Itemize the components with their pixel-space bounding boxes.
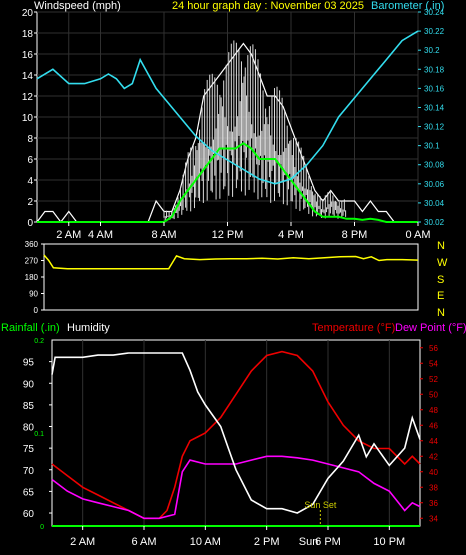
- humidity-y-tick-label: 65: [23, 487, 35, 498]
- temp-x-tick-label: 10 PM: [373, 536, 405, 548]
- wind-y-tick-label: 4: [27, 176, 33, 187]
- direction-series-layer: [43, 254, 419, 270]
- windspeed-axis-title: Windspeed (mph): [34, 0, 121, 12]
- temperature-humidity-panel: 60 65 70 75 80 85 90 95 0 0.1 0.2 34 36 38 40 42 44 46 48 5…: [1, 322, 466, 548]
- temperature-axis-title: Temperature (°F): [312, 322, 395, 334]
- temperature-y-tick-label: 36: [429, 499, 438, 508]
- wind-barometer-panel: 0 2 4 6 8 10 12 14 16 18 20 2 AM 4 AM 8 AM 12 PM 4 PM 8 …: [22, 0, 445, 241]
- temp-x-tick-label: 2 PM: [254, 536, 280, 548]
- wind-x-tick-label: 4 PM: [278, 229, 304, 241]
- direction-y-tick-label: 90: [29, 290, 38, 299]
- wind-y-tick-label: 2: [27, 197, 33, 208]
- temp-plot-frame: [51, 339, 421, 527]
- barometer-y-tick-label: 30.06: [424, 180, 445, 189]
- barometer-y-tick-label: 30.02: [424, 218, 445, 227]
- graph-title: 24 hour graph day : November 03 2025: [172, 0, 364, 12]
- wind-y-tick-label: 20: [22, 8, 34, 19]
- rainfall-y-tick-label: 0: [40, 524, 44, 531]
- temp-axes-layer: 60 65 70 75 80 85 90 95 0 0.1 0.2 34 36 38 40 42 44 46 48 5…: [23, 338, 439, 548]
- wind-axes-layer: 0 2 4 6 8 10 12 14 16 18 20 2 AM 4 AM 8 AM 12 PM 4 PM 8 …: [22, 8, 445, 241]
- wind-x-tick-label: 2 AM: [56, 229, 81, 241]
- dew-point-axis-title: Dew Point (°F): [395, 322, 466, 334]
- barometer-y-tick-label: 30.1: [424, 142, 440, 151]
- dew-point-series-line: [51, 455, 421, 520]
- compass-label-s: S: [437, 274, 444, 286]
- temperature-series-line: [51, 350, 421, 520]
- rainfall-axis-title: Rainfall (.in): [1, 322, 60, 334]
- wind-y-tick-label: 6: [27, 155, 33, 166]
- wind-x-tick-label: 0 AM: [405, 229, 430, 241]
- wind-y-tick-label: 18: [22, 29, 34, 40]
- barometer-y-tick-label: 30.12: [424, 123, 445, 132]
- direction-plot-frame: [43, 243, 419, 311]
- compass-label-n: N: [437, 307, 445, 319]
- humidity-y-tick-label: 90: [23, 379, 35, 390]
- temperature-y-tick-label: 34: [429, 514, 438, 523]
- temp-x-tick-label: 10 AM: [190, 536, 221, 548]
- temp-x-tick-label: 6 AM: [131, 536, 156, 548]
- compass-label-w: W: [437, 257, 448, 269]
- temperature-y-tick-label: 54: [429, 359, 438, 368]
- humidity-y-tick-label: 85: [23, 401, 35, 412]
- compass-label-n: N: [437, 240, 445, 252]
- temp-x-tick-label: 2 AM: [70, 536, 95, 548]
- temperature-y-tick-label: 52: [429, 375, 438, 384]
- wind-grid: [37, 11, 419, 223]
- wind-x-tick-label: 4 AM: [88, 229, 113, 241]
- direction-y-tick-label: 270: [25, 257, 39, 266]
- barometer-y-tick-label: 30.24: [424, 8, 445, 17]
- temp-series-layer: [51, 350, 421, 527]
- humidity-y-tick-label: 70: [23, 466, 35, 477]
- wind-x-tick-label: 8 AM: [151, 229, 176, 241]
- temperature-y-tick-label: 56: [429, 344, 438, 353]
- barometer-y-tick-label: 30.18: [424, 65, 445, 74]
- barometer-axis-title: Barometer (.in): [371, 0, 444, 12]
- temperature-y-tick-label: 38: [429, 483, 438, 492]
- wind-y-tick-label: 14: [22, 71, 34, 82]
- barometer-y-tick-label: 30.14: [424, 103, 445, 112]
- barometer-y-tick-label: 30.22: [424, 27, 445, 36]
- humidity-series-line: [51, 352, 421, 514]
- temperature-y-tick-label: 48: [429, 406, 438, 415]
- wind-series-layer: [36, 30, 419, 223]
- wind-y-tick-label: 16: [22, 50, 34, 61]
- sunset-tick-overlap-label: Sun: [299, 536, 319, 548]
- rainfall-y-tick-label: 0.1: [34, 431, 44, 438]
- temp-grid: [82, 340, 390, 526]
- barometer-y-tick-label: 30.04: [424, 199, 445, 208]
- direction-y-tick-label: 360: [25, 240, 39, 249]
- wind-y-tick-label: 12: [22, 92, 34, 103]
- wind-y-tick-label: 0: [27, 218, 33, 229]
- humidity-y-tick-label: 80: [23, 423, 35, 434]
- temperature-y-tick-label: 40: [429, 468, 438, 477]
- barometer-y-tick-label: 30.2: [424, 46, 440, 55]
- direction-y-tick-label: 0: [34, 306, 39, 315]
- wind-direction-series-line: [43, 254, 419, 270]
- compass-label-e: E: [437, 290, 444, 302]
- wind-y-tick-label: 10: [22, 113, 34, 124]
- temperature-y-tick-label: 44: [429, 437, 438, 446]
- humidity-y-tick-label: 60: [23, 509, 35, 520]
- wind-x-tick-label: 8 PM: [342, 229, 368, 241]
- rainfall-y-tick-label: 0.2: [34, 338, 44, 345]
- sunset-marker-label: Sun Set: [304, 500, 337, 510]
- humidity-axis-title: Humidity: [67, 322, 110, 334]
- humidity-y-tick-label: 75: [23, 444, 35, 455]
- temp-x-tick-label: 6 PM: [315, 536, 341, 548]
- temperature-y-tick-label: 50: [429, 390, 438, 399]
- temperature-y-tick-label: 42: [429, 452, 438, 461]
- barometer-y-tick-label: 30.08: [424, 161, 445, 170]
- wind-x-tick-label: 12 PM: [212, 229, 244, 241]
- humidity-y-tick-label: 95: [23, 358, 35, 369]
- direction-y-tick-label: 180: [25, 273, 39, 282]
- barometer-series-line: [36, 30, 419, 185]
- temperature-y-tick-label: 46: [429, 421, 438, 430]
- wind-y-tick-label: 8: [27, 134, 33, 145]
- barometer-y-tick-label: 30.16: [424, 84, 445, 93]
